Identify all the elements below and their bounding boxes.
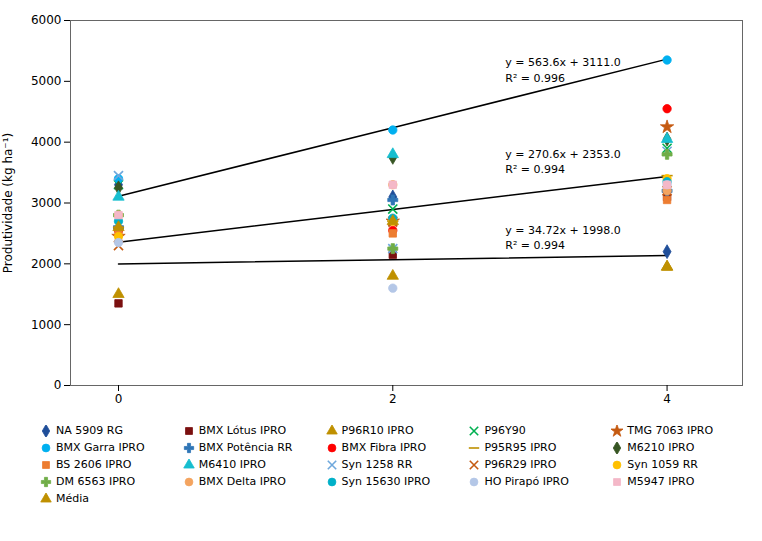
svg-text:1000: 1000 (31, 318, 62, 332)
svg-text:5000: 5000 (31, 74, 62, 88)
html-text:BMX Delta IPRO: BMX Delta IPRO (198, 475, 286, 488)
svg-text:2000: 2000 (31, 257, 62, 271)
html-text:M5947 IPRO: M5947 IPRO (627, 475, 695, 488)
html-text:Syn 15630 IPRO: Syn 15630 IPRO (341, 475, 431, 488)
html-text:BS 2606 IPRO: BS 2606 IPRO (56, 458, 132, 471)
html-text:P95R95 IPRO: P95R95 IPRO (484, 441, 557, 454)
html-text:TMG 7063 IPRO: TMG 7063 IPRO (627, 424, 714, 437)
html-text:Média: Média (56, 492, 89, 505)
html-text:BMX Potência RR: BMX Potência RR (198, 441, 293, 454)
svg-text:4: 4 (663, 392, 671, 406)
svg-text:0: 0 (115, 392, 123, 406)
html-text:M6210 IPRO: M6210 IPRO (627, 441, 695, 454)
html-text:Syn 1258 RR: Syn 1258 RR (341, 458, 413, 471)
html-text:P96Y90: P96Y90 (484, 424, 526, 437)
html-text:NA 5909 RG: NA 5909 RG (56, 424, 123, 437)
html-text:Syn 1059 RR: Syn 1059 RR (627, 458, 698, 471)
svg-text:y = 270.6x + 2353.0R² = 0.994: y = 270.6x + 2353.0R² = 0.994 (505, 148, 620, 176)
svg-text:y = 34.72x + 1998.0R² = 0.994: y = 34.72x + 1998.0R² = 0.994 (505, 224, 620, 252)
html-text:DM 6563 IPRO: DM 6563 IPRO (56, 475, 136, 488)
svg-text:2: 2 (389, 392, 397, 406)
svg-text:6000: 6000 (31, 13, 62, 27)
html-text:M6410 IPRO: M6410 IPRO (198, 458, 266, 471)
svg-text:Produtividade (kg ha⁻¹): Produtividade (kg ha⁻¹) (1, 133, 15, 273)
html-text:BMX Garra IPRO: BMX Garra IPRO (56, 441, 145, 454)
html-text:BMX Lótus IPRO: BMX Lótus IPRO (198, 424, 287, 437)
html-text:P96R10 IPRO: P96R10 IPRO (341, 424, 414, 437)
html-text:BMX Fibra IPRO: BMX Fibra IPRO (341, 441, 427, 454)
html-text:HO Pirapó IPRO: HO Pirapó IPRO (484, 475, 569, 488)
svg-text:y = 563.6x + 3111.0R² = 0.996: y = 563.6x + 3111.0R² = 0.996 (505, 56, 620, 84)
html-text:P96R29 IPRO: P96R29 IPRO (484, 458, 557, 471)
svg-text:3000: 3000 (31, 196, 62, 210)
svg-text:4000: 4000 (31, 135, 62, 149)
svg-text:0: 0 (54, 378, 62, 392)
